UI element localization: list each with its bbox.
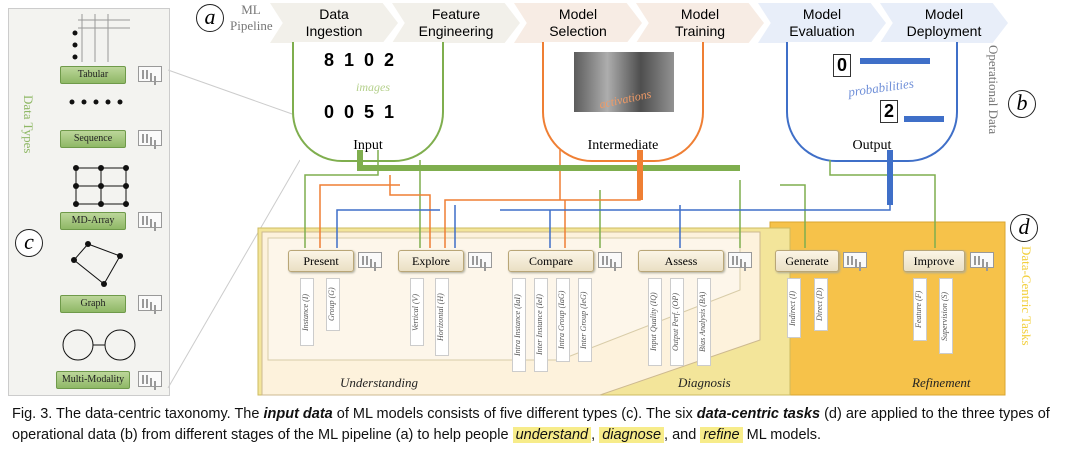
stage-line: Deployment [906, 23, 982, 39]
md-array-chart-icon [138, 212, 162, 228]
explore-chart-icon [468, 252, 492, 268]
stage-line: Engineering [418, 23, 494, 39]
highlight-understand: understand [512, 427, 592, 443]
stage-line: Ingestion [305, 23, 363, 39]
output-digit: 2 [880, 100, 899, 123]
present-chart-icon [358, 252, 382, 268]
output-blob: 0 probabilities 2 Output [786, 42, 958, 162]
sub-task: Horizontal (H) [435, 278, 449, 356]
stage-data-ingestion[interactable]: Data Ingestion [270, 3, 398, 43]
label-c: c [15, 229, 43, 257]
sub-task: Inter Group (IeG) [578, 278, 592, 362]
task-compare[interactable]: Compare [508, 250, 594, 272]
sub-task: Indirect (I) [787, 278, 801, 338]
sub-task: Supervision (S) [939, 278, 953, 354]
stage-line: Feature [431, 6, 481, 22]
intermediate-blob: activations Intermediate [542, 42, 704, 162]
stage-line: Model [802, 6, 842, 22]
highlight-diagnose: diagnose [599, 427, 665, 443]
generate-chart-icon [843, 252, 867, 268]
stage-model-deployment[interactable]: Model Deployment [880, 3, 1008, 43]
compare-chart-icon [598, 252, 622, 268]
stage-line: Model [924, 6, 964, 22]
output-digit: 0 [833, 54, 852, 77]
images-annotation: images [356, 80, 390, 94]
stage-line: Model [558, 6, 598, 22]
stage-model-evaluation[interactable]: Model Evaluation [758, 3, 886, 43]
sub-task: Input Quality (IQ) [648, 278, 662, 366]
sub-task: Output Perf. (OP) [670, 278, 684, 366]
figure-caption: Fig. 3. The data-centric taxonomy. The i… [12, 406, 1050, 443]
task-generate[interactable]: Generate [775, 250, 839, 272]
sub-task: Feature (F) [913, 278, 927, 341]
stage-model-selection[interactable]: Model Selection [514, 3, 642, 43]
label-a: a [196, 4, 224, 32]
label-b: b [1008, 90, 1036, 118]
sequence-chart-icon [138, 130, 162, 146]
data-type-multi-modality[interactable]: Multi-Modality [56, 371, 130, 389]
task-assess[interactable]: Assess [638, 250, 724, 272]
stage-line: Evaluation [789, 23, 855, 39]
stage-line: Model [680, 6, 720, 22]
refinement-label: Refinement [912, 375, 971, 390]
stage-line: Data [319, 6, 349, 22]
input-blob: images 8102 0051 Input [292, 42, 444, 162]
diagnosis-label: Diagnosis [678, 375, 731, 390]
probability-bar [904, 116, 944, 122]
sub-task: Vertical (V) [410, 278, 424, 346]
sub-task: Instance (I) [300, 278, 314, 346]
stage-line: Selection [549, 23, 607, 39]
sub-task: Direct (D) [814, 278, 828, 331]
sub-task: Intra Group (IaG) [556, 278, 570, 362]
task-explore[interactable]: Explore [398, 250, 464, 272]
improve-chart-icon [970, 252, 994, 268]
graph-chart-icon [138, 295, 162, 311]
data-type-md-array[interactable]: MD-Array [60, 212, 126, 230]
task-present[interactable]: Present [288, 250, 354, 272]
data-types-title: Data Types [21, 95, 36, 154]
sub-task: Intra Instance (IaI) [512, 278, 526, 372]
assess-chart-icon [728, 252, 752, 268]
data-type-graph[interactable]: Graph [60, 295, 126, 313]
sub-task: Group (G) [326, 278, 340, 331]
stage-line: Training [674, 23, 726, 39]
label-d: d [1010, 214, 1038, 242]
digit-images-lower: 0051 [324, 102, 405, 122]
stage-model-training[interactable]: Model Training [636, 3, 764, 43]
data-type-tabular[interactable]: Tabular [60, 66, 126, 84]
sub-task: Inter Instance (IeI) [534, 278, 548, 372]
digit-images: 8102 [324, 50, 405, 70]
task-improve[interactable]: Improve [903, 250, 965, 272]
tasks-title: Data-Centric Tasks [1019, 246, 1034, 346]
output-label: Output [852, 138, 892, 153]
multi-modality-chart-icon [138, 371, 162, 387]
understanding-label: Understanding [340, 375, 418, 390]
operational-data-title: Operational Data [986, 45, 1001, 135]
pipeline-title: ML Pipeline [230, 2, 273, 33]
activation-maps [574, 52, 674, 112]
data-type-sequence[interactable]: Sequence [60, 130, 126, 148]
sub-task: Bias Analysis (BA) [697, 278, 711, 366]
highlight-refine: refine [700, 427, 743, 443]
intermediate-label: Intermediate [587, 138, 659, 153]
probability-bar [860, 58, 930, 64]
tabular-chart-icon [138, 66, 162, 82]
input-label: Input [353, 138, 383, 153]
stage-feature-engineering[interactable]: Feature Engineering [392, 3, 520, 43]
data-type-glyphs [62, 14, 300, 389]
